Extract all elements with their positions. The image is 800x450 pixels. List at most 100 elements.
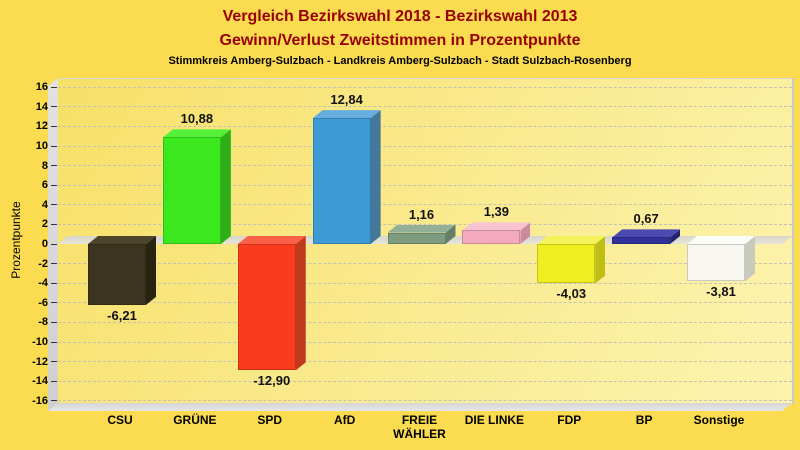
bar-spd (237, 244, 296, 371)
y-tick-label: 4 (41, 198, 48, 211)
x-category-label: DIE LINKE (464, 413, 525, 427)
y-tick-mark (51, 321, 57, 323)
x-category-label: GRÜNE (173, 413, 217, 427)
bar-side-fdp (595, 236, 605, 283)
y-tick-label: -12 (32, 355, 48, 368)
y-tick-label: 12 (35, 120, 48, 133)
bar-top-gr-ne (163, 129, 231, 137)
bar-value-label: 10,88 (180, 111, 214, 127)
bar-side-csu (146, 236, 156, 305)
y-tick-mark (51, 302, 57, 304)
bar-top-freie-w-hler (388, 225, 456, 233)
plot-floor (48, 403, 792, 411)
y-tick-mark (51, 184, 57, 186)
y-tick-mark (51, 86, 57, 88)
y-tick-mark (51, 223, 57, 225)
gridline (58, 361, 792, 363)
x-category-label: Sonstige (693, 413, 745, 427)
bar-side-afd (371, 110, 381, 244)
y-tick-mark (51, 125, 57, 127)
y-tick-label: 14 (35, 100, 48, 113)
gridline (58, 165, 792, 167)
x-category-label: FDP (557, 413, 582, 427)
bar-fdp (537, 244, 596, 284)
x-category-label: CSU (107, 413, 133, 427)
y-tick-mark (51, 361, 57, 363)
bar-side-spd (296, 236, 306, 370)
gridline (58, 400, 792, 402)
bar-sonstige (687, 244, 745, 282)
bar-side-die-linke (520, 222, 530, 244)
chart-title-line1: Vergleich Bezirkswahl 2018 - Bezirkswahl… (222, 8, 578, 25)
bar-freie-w-hler (387, 232, 446, 244)
gridline (58, 321, 792, 323)
y-tick-label: 10 (35, 140, 48, 152)
y-tick-mark (51, 282, 57, 284)
bar-die-linke (462, 230, 521, 244)
gridline (58, 125, 792, 127)
gridline (58, 106, 792, 108)
chart-header: Vergleich Bezirkswahl 2018 - Bezirkswahl… (0, 5, 800, 68)
gridline (58, 341, 792, 343)
bar-value-label: 1,16 (408, 206, 435, 222)
bar-value-label: -6,21 (107, 307, 137, 323)
bar-csu (88, 244, 146, 305)
chart-title-line2: Gewinn/Verlust Zweitstimmen in Prozentpu… (219, 32, 581, 49)
bar-side-bp (670, 229, 680, 244)
gridline (58, 86, 792, 88)
y-tick-mark (51, 145, 57, 147)
gridline (58, 302, 792, 304)
y-tick-label: -16 (32, 394, 48, 407)
y-tick-mark (51, 380, 57, 382)
bar-top-die-linke (462, 222, 530, 230)
x-category-label: SPD (257, 413, 283, 427)
bar-value-label: -12,90 (253, 373, 291, 389)
gridline (58, 223, 792, 225)
bar-top-sonstige (687, 236, 755, 244)
y-tick-mark (51, 341, 57, 343)
y-tick-mark (51, 165, 57, 167)
gridline (58, 145, 792, 147)
y-tick-label: 0 (41, 238, 48, 250)
bar-gr-ne (162, 137, 221, 244)
bar-value-label: 12,84 (330, 92, 363, 108)
plot-left-wall (48, 78, 58, 411)
y-tick-mark (51, 204, 57, 206)
gridline (58, 184, 792, 186)
gridline (58, 380, 792, 382)
y-tick-mark (51, 243, 57, 245)
y-tick-mark (51, 106, 57, 108)
x-category-label: AfD (333, 413, 356, 427)
bar-top-spd (238, 236, 306, 244)
bar-top-afd (313, 110, 381, 118)
y-tick-label: 16 (35, 81, 48, 94)
y-tick-label: -8 (38, 316, 48, 329)
x-category-label: FREIE WÄHLER (393, 413, 446, 441)
y-tick-label: -6 (38, 296, 48, 309)
bar-side-gr-ne (221, 129, 231, 244)
chart-subtitle: Stimmkreis Amberg-Sulzbach - Landkreis A… (168, 55, 632, 67)
bar-value-label: 0,67 (633, 211, 659, 227)
bar-bp (612, 237, 671, 244)
bar-side-freie-w-hler (446, 225, 456, 244)
bar-side-sonstige (745, 236, 755, 281)
y-tick-label: 6 (41, 179, 48, 192)
y-tick-label: 2 (41, 218, 48, 231)
bar-top-bp (612, 229, 680, 237)
y-tick-mark (51, 263, 57, 265)
y-tick-label: -4 (38, 277, 48, 290)
bar-value-label: -3,81 (706, 284, 736, 300)
gridline (58, 204, 792, 206)
bar-value-label: -4,03 (556, 286, 587, 302)
gridline (58, 282, 792, 284)
y-tick-mark (51, 400, 57, 402)
bar-value-label: 1,39 (483, 204, 510, 220)
y-tick-label: -2 (38, 257, 48, 270)
bar-top-csu (88, 236, 156, 244)
bar-afd (312, 118, 371, 244)
x-category-label: BP (635, 413, 653, 427)
bar-top-fdp (537, 236, 605, 244)
y-tick-label: 8 (41, 159, 48, 172)
gridline (58, 263, 792, 265)
